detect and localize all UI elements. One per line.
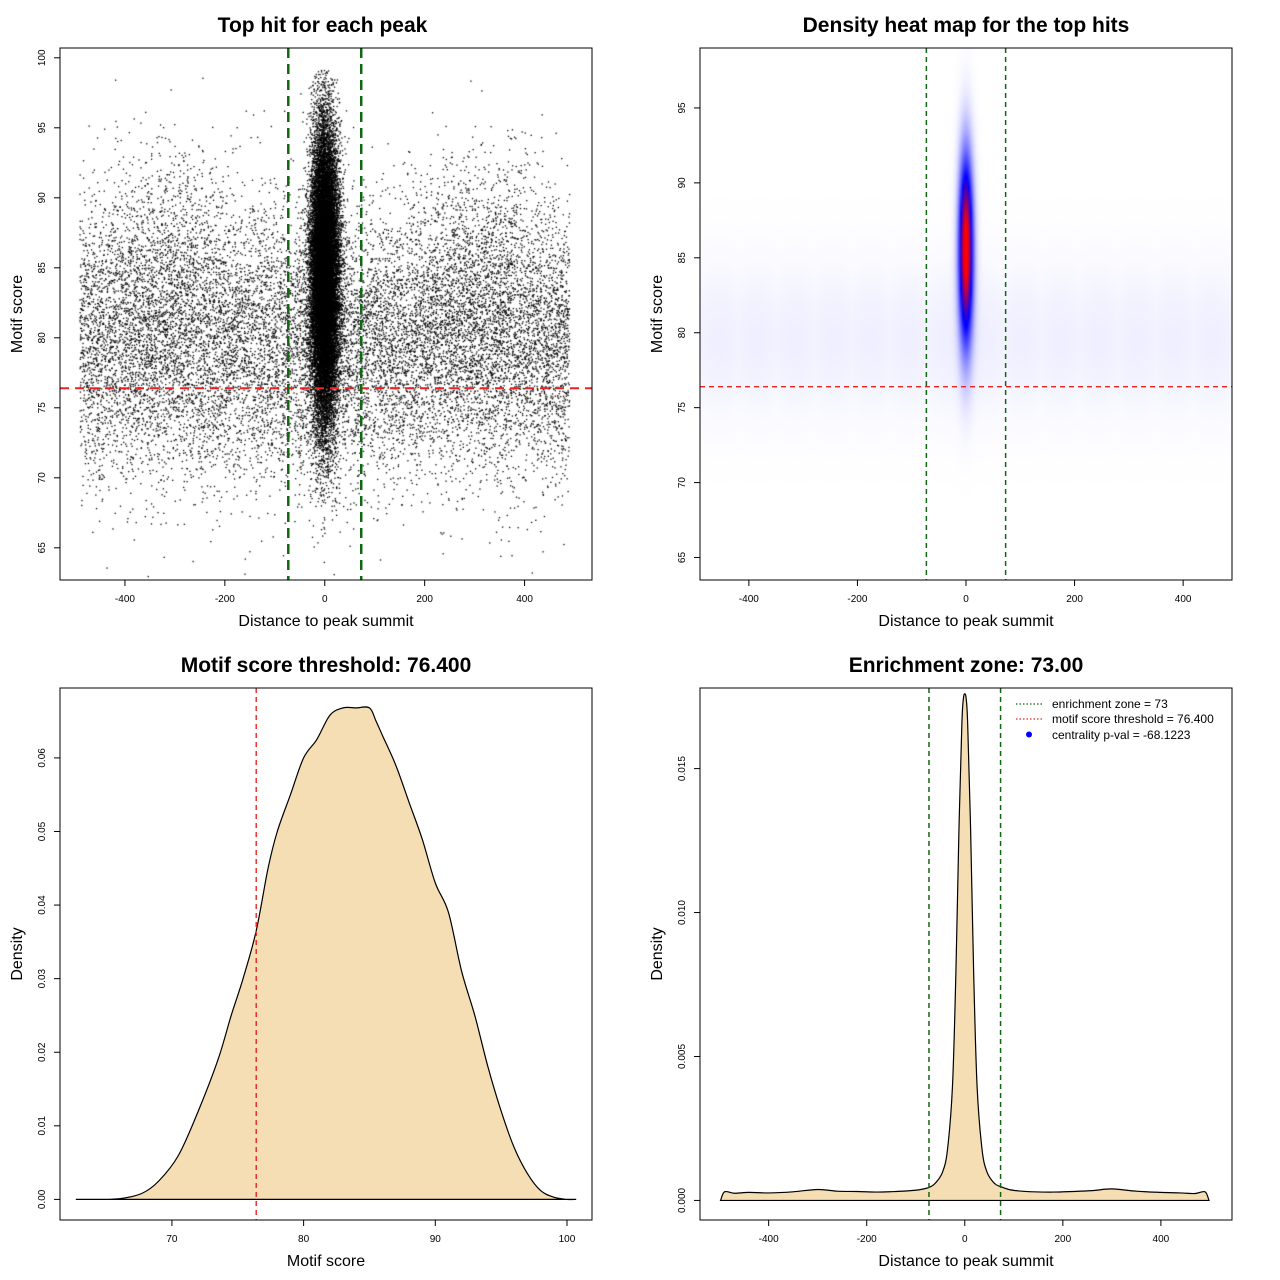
y-tick-label: 0.01 [37, 1116, 48, 1136]
y-tick-label: 75 [677, 402, 688, 414]
y-tick-label: 85 [37, 262, 48, 274]
legend-label-threshold: motif score threshold = 76.400 [1052, 712, 1214, 726]
x-tick-label: 0 [322, 594, 328, 605]
y-tick-label: 70 [37, 472, 48, 484]
heatmap-y-ticks: 65 70 75 80 85 90 95 [677, 102, 700, 563]
y-tick-label: 95 [677, 102, 688, 114]
x-tick-label: 0 [963, 594, 969, 605]
x-tick-label: 400 [1153, 1234, 1170, 1245]
legend-label-centrality: centrality p-val = -68.1223 [1052, 728, 1191, 742]
heatmap-plot-area [700, 48, 1232, 580]
y-tick-label: 0.005 [677, 1044, 688, 1069]
distance-density-x-ticks: -400 -200 0 200 400 [759, 1220, 1170, 1245]
x-tick-label: 200 [1066, 594, 1083, 605]
x-tick-label: 90 [430, 1234, 442, 1245]
x-tick-label: 0 [962, 1234, 968, 1245]
x-tick-label: 100 [559, 1234, 576, 1245]
heatmap-density-image [700, 48, 1232, 580]
y-tick-label: 85 [677, 252, 688, 264]
scatter-title: Top hit for each peak [218, 14, 428, 37]
y-tick-label: 0.04 [37, 895, 48, 915]
heatmap-title: Density heat map for the top hits [803, 14, 1130, 37]
x-tick-label: -400 [115, 594, 135, 605]
x-tick-label: -400 [739, 594, 759, 605]
x-tick-label: -400 [759, 1234, 779, 1245]
panel-scatter: Top hit for each peak Distance to peak s… [9, 14, 593, 630]
y-tick-label: 90 [677, 177, 688, 189]
x-tick-label: 400 [516, 594, 533, 605]
x-tick-label: 400 [1175, 594, 1192, 605]
y-tick-label: 0.000 [677, 1187, 688, 1212]
score-density-y-ticks: 0.00 0.01 0.02 0.03 0.04 0.05 0.06 [37, 748, 60, 1209]
distance-density-legend: enrichment zone = 73 motif score thresho… [1016, 697, 1214, 742]
scatter-plot-frame [59, 47, 593, 581]
heatmap-x-axis-label: Distance to peak summit [878, 613, 1054, 630]
score-density-x-ticks: 70 80 90 100 [166, 1220, 576, 1245]
y-tick-label: 0.02 [37, 1042, 48, 1062]
legend-entry-enrichment-zone: enrichment zone = 73 [1016, 697, 1168, 711]
y-tick-label: 70 [677, 477, 688, 489]
score-density-title: Motif score threshold: 76.400 [181, 654, 472, 677]
scatter-y-axis-label: Motif score [9, 275, 26, 353]
scatter-plot-area [60, 48, 592, 580]
score-density-plot-frame [59, 687, 593, 1221]
scatter-y-ticks: 65 70 75 80 85 90 95 100 [37, 49, 60, 553]
heatmap-plot-frame [699, 47, 1233, 581]
score-density-curve [75, 706, 577, 1201]
score-density-y-axis-label: Density [9, 927, 26, 980]
score-density-x-axis-label: Motif score [287, 1253, 365, 1270]
y-tick-label: 0.010 [677, 900, 688, 925]
x-tick-label: 80 [298, 1234, 310, 1245]
scatter-x-axis-label: Distance to peak summit [238, 613, 414, 630]
x-tick-label: -200 [215, 594, 235, 605]
legend-swatch-centrality [1026, 731, 1032, 738]
x-tick-label: 200 [1054, 1234, 1071, 1245]
y-tick-label: 80 [677, 327, 688, 339]
heatmap-x-ticks: -400 -200 0 200 400 [739, 580, 1192, 605]
y-tick-label: 90 [37, 192, 48, 204]
x-tick-label: 70 [166, 1234, 178, 1245]
distance-density-y-ticks: 0.000 0.005 0.010 0.015 [677, 756, 700, 1213]
heatmap-y-axis-label: Motif score [649, 275, 666, 353]
y-tick-label: 100 [37, 49, 48, 66]
distance-density-title: Enrichment zone: 73.00 [849, 654, 1084, 677]
y-tick-label: 80 [37, 332, 48, 344]
y-tick-label: 65 [677, 552, 688, 564]
y-tick-label: 0.05 [37, 821, 48, 841]
distance-density-plot-frame [699, 687, 1233, 1221]
distance-density-plot-area [719, 688, 1210, 1220]
distance-density-y-axis-label: Density [649, 927, 666, 980]
x-tick-label: -200 [847, 594, 867, 605]
x-tick-label: 200 [416, 594, 433, 605]
distance-density-x-axis-label: Distance to peak summit [878, 1253, 1054, 1270]
panel-distance-density: Enrichment zone: 73.00 Distance to peak … [649, 654, 1233, 1270]
y-tick-label: 75 [37, 402, 48, 414]
distance-density-curve [719, 693, 1210, 1202]
score-density-plot-area [75, 688, 577, 1220]
y-tick-label: 0.06 [37, 748, 48, 768]
y-tick-label: 95 [37, 122, 48, 134]
y-tick-label: 0.00 [37, 1189, 48, 1209]
y-tick-label: 65 [37, 542, 48, 554]
legend-label-enrichment-zone: enrichment zone = 73 [1052, 697, 1168, 711]
y-tick-label: 0.015 [677, 756, 688, 781]
y-tick-label: 0.03 [37, 968, 48, 988]
x-tick-label: -200 [857, 1234, 877, 1245]
panel-heatmap: Density heat map for the top hits Distan… [649, 14, 1233, 630]
scatter-x-ticks: -400 -200 0 200 400 [115, 580, 533, 605]
legend-entry-threshold: motif score threshold = 76.400 [1016, 712, 1214, 726]
legend-entry-centrality: centrality p-val = -68.1223 [1026, 728, 1191, 742]
panel-score-density: Motif score threshold: 76.400 Motif scor… [9, 654, 593, 1270]
scatter-points [60, 48, 592, 580]
